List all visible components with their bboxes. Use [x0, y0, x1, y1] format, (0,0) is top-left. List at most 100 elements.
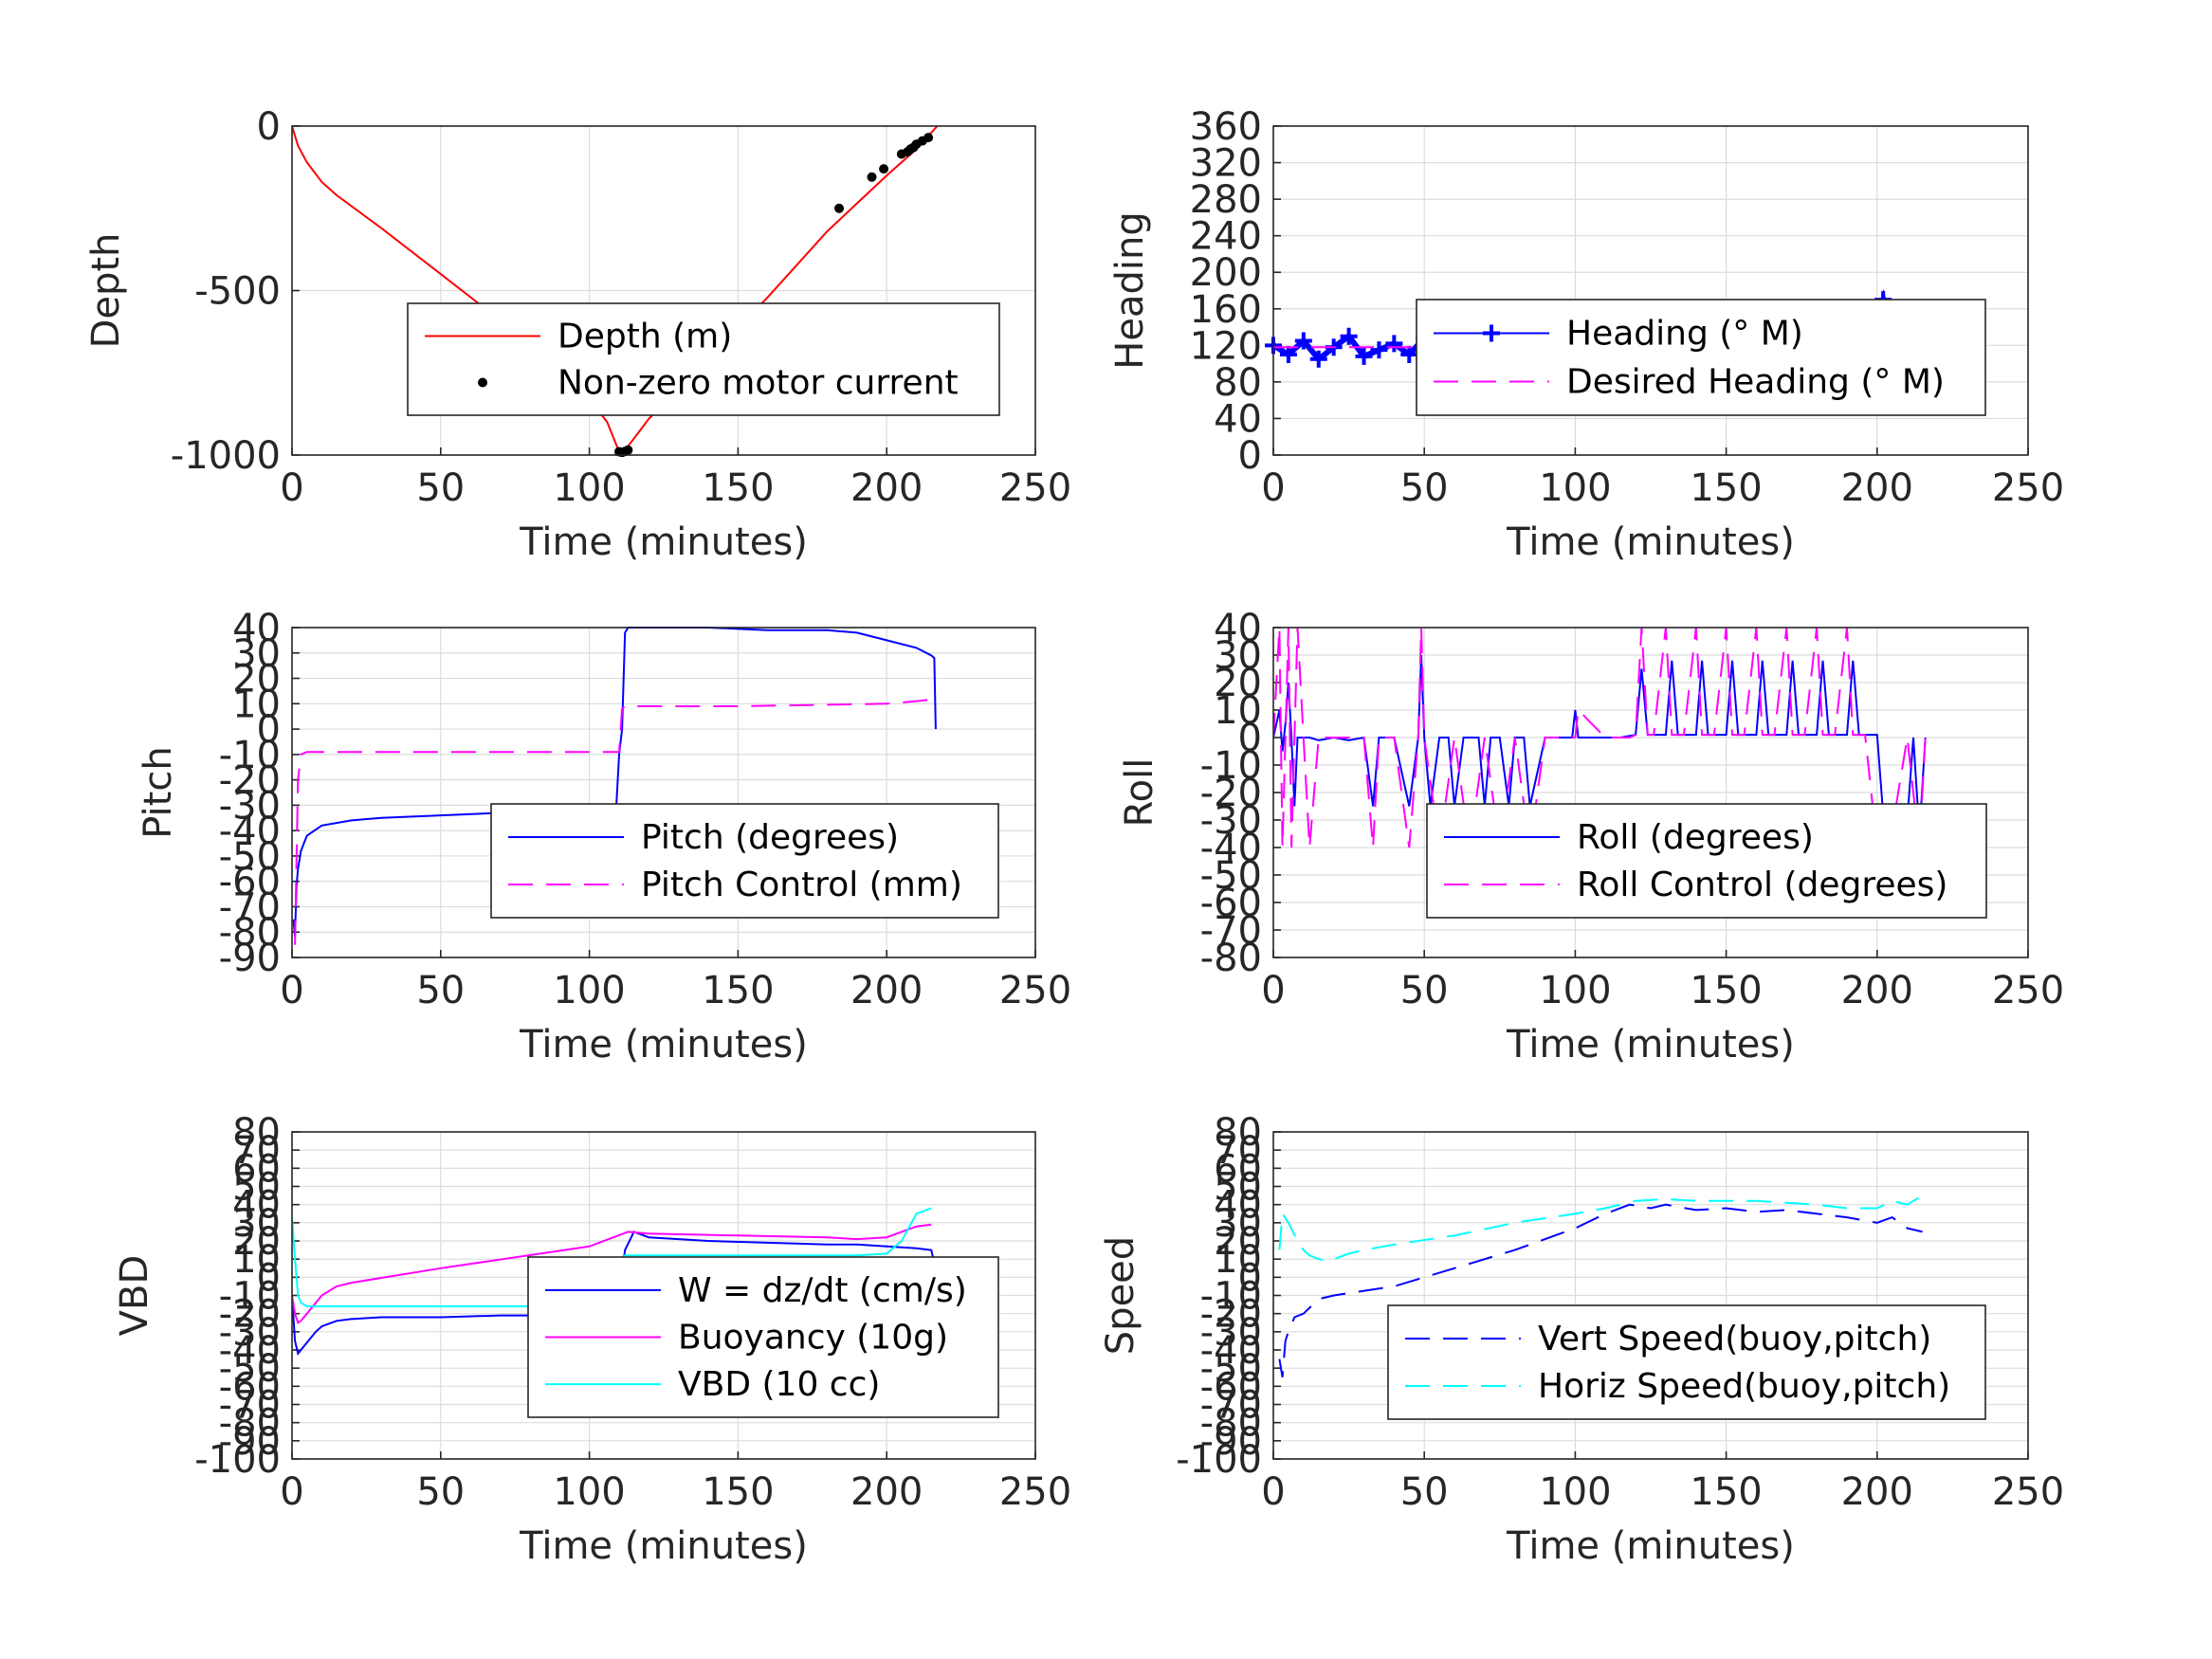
- vbd-y-tick-label: 50: [232, 1166, 281, 1210]
- depth-series-0: [292, 125, 939, 453]
- roll-x-tick-label: 0: [1261, 969, 1285, 1012]
- speed-x-tick-label: 150: [1690, 1470, 1762, 1514]
- roll-y-tick-label: 20: [1214, 662, 1262, 705]
- speed-legend-entry: Horiz Speed(buoy,pitch): [1538, 1367, 1950, 1406]
- vbd-legend-entry: VBD (10 cc): [678, 1365, 880, 1404]
- pitch-legend: Pitch (degrees) Pitch Control (mm): [490, 803, 999, 919]
- depth-data-point: [867, 172, 877, 182]
- roll-y-tick-label: -50: [1200, 854, 1262, 898]
- vbd-y-tick-label: 80: [232, 1111, 281, 1155]
- vbd-y-tick-label: -40: [219, 1329, 281, 1373]
- heading-y-tick-label: 40: [1214, 397, 1262, 441]
- speed-y-tick-label: -10: [1200, 1275, 1262, 1319]
- roll-x-axis-label: Time (minutes): [1506, 1023, 1795, 1066]
- heading-y-tick-label: 240: [1190, 215, 1262, 259]
- roll-y-tick-label: -80: [1200, 937, 1262, 980]
- roll-x-tick-label: 200: [1841, 969, 1913, 1012]
- vbd-x-tick-label: 200: [850, 1470, 923, 1514]
- pitch-y-tick-label: 20: [232, 658, 281, 702]
- speed-x-tick-label: 50: [1400, 1470, 1449, 1514]
- heading-legend-entry: Heading (° M): [1566, 315, 1803, 354]
- depth-series-1: [613, 133, 934, 457]
- speed-y-tick-label: 60: [1214, 1147, 1262, 1191]
- vbd-y-tick-label: 20: [232, 1220, 281, 1264]
- speed-y-tick-label: 30: [1214, 1202, 1262, 1246]
- roll-y-tick-label: -10: [1200, 744, 1262, 788]
- pitch-x-tick-label: 0: [280, 969, 303, 1012]
- roll-y-tick-label: -30: [1200, 799, 1262, 843]
- speed-y-tick-label: 70: [1214, 1129, 1262, 1173]
- heading-x-axis-label: Time (minutes): [1506, 520, 1795, 564]
- speed-y-tick-label: -80: [1200, 1402, 1262, 1446]
- depth-axes-box: [291, 125, 1036, 456]
- speed-y-tick-label: 10: [1214, 1238, 1262, 1282]
- heading-data-point: [1340, 327, 1358, 345]
- vbd-y-tick-label: 70: [232, 1129, 281, 1173]
- heading-x-tick-label: 250: [1992, 466, 2064, 510]
- roll-axes-box: [1272, 627, 2029, 958]
- vbd-legend: W = dz/dt (cm/s) Buoyancy (10g) VBD (10 cc…: [527, 1256, 999, 1418]
- roll-y-tick-label: -70: [1200, 909, 1262, 953]
- vbd-x-tick-label: 100: [553, 1470, 625, 1514]
- speed-y-tick-label: 80: [1214, 1111, 1262, 1155]
- depth-panel: 0 50 100 150 200 250 -1000 -500 0 Time (minutes) D…: [84, 105, 1071, 564]
- heading-y-tick-label: 320: [1190, 142, 1262, 186]
- depth-legend: Depth (m) Non-zero motor current: [407, 302, 1000, 416]
- pitch-y-tick-label: -90: [219, 937, 281, 980]
- pitch-x-tick-label: 200: [850, 969, 923, 1012]
- pitch-y-tick-label: -20: [219, 759, 281, 803]
- vbd-y-tick-label: -80: [219, 1402, 281, 1446]
- pitch-y-tick-label: 40: [232, 607, 281, 650]
- roll-legend-box: [1426, 803, 1987, 919]
- roll-x-tick-label: 50: [1400, 969, 1449, 1012]
- speed-series-0: [1278, 1203, 1923, 1377]
- heading-y-tick-label: 280: [1190, 178, 1262, 222]
- vbd-panel: 0 50 100 150 200 250-100-90-80-70-60-50-40-30…: [113, 1111, 1071, 1568]
- pitch-series-1: [294, 698, 941, 945]
- pitch-y-tick-label: -50: [219, 835, 281, 879]
- depth-y-tick-label: 0: [257, 105, 281, 149]
- pitch-y-axis-label: Pitch: [137, 746, 180, 838]
- pitch-y-tick-label: -70: [219, 885, 281, 929]
- roll-x-tick-label: 250: [1992, 969, 2064, 1012]
- heading-y-tick-label: 80: [1214, 361, 1262, 405]
- depth-x-axis-label: Time (minutes): [519, 520, 808, 564]
- speed-y-tick-label: 20: [1214, 1220, 1262, 1264]
- vbd-y-tick-label: -20: [219, 1293, 281, 1337]
- speed-y-tick-label: 50: [1214, 1166, 1262, 1210]
- pitch-axes-box: [291, 627, 1036, 958]
- pitch-series-0: [292, 627, 937, 938]
- roll-y-tick-label: -60: [1200, 882, 1262, 925]
- roll-legend: Roll (degrees) Roll Control (degrees): [1426, 803, 1987, 919]
- heading-data-point: [1355, 347, 1373, 365]
- heading-axes-box: [1272, 125, 2029, 456]
- pitch-panel: 0 50 100 150 200 250-90-80-70-60-50-40-30-20-…: [137, 607, 1071, 1066]
- vbd-legend-entry: Buoyancy (10g): [678, 1319, 948, 1358]
- pitch-x-tick-label: 100: [553, 969, 625, 1012]
- speed-y-tick-label: 0: [1238, 1256, 1262, 1300]
- pitch-y-tick-label: 0: [257, 708, 281, 752]
- vbd-series-1: [292, 1223, 932, 1324]
- heading-y-tick-label: 360: [1190, 105, 1262, 149]
- roll-y-tick-label: 40: [1214, 607, 1262, 650]
- roll-panel: 0 50 100 150 200 250-80-70-60-50-40-30-20-100…: [1118, 607, 2064, 1066]
- depth-y-axis-label: Depth: [84, 233, 128, 349]
- depth-legend-swatch: [478, 377, 487, 388]
- heading-legend: Heading (° M) Desired Heading (° M): [1416, 299, 1986, 416]
- heading-data-point: [1370, 341, 1388, 359]
- speed-x-tick-label: 200: [1841, 1470, 1913, 1514]
- pitch-x-axis-label: Time (minutes): [519, 1023, 808, 1066]
- heading-x-tick-label: 150: [1690, 466, 1762, 510]
- heading-x-tick-label: 50: [1400, 466, 1449, 510]
- heading-y-tick-label: 200: [1190, 251, 1262, 295]
- vbd-x-tick-label: 50: [416, 1470, 465, 1514]
- depth-y-tick-label: -1000: [171, 434, 281, 478]
- vbd-legend-entry: W = dz/dt (cm/s): [678, 1271, 967, 1310]
- vbd-y-tick-label: -30: [219, 1311, 281, 1355]
- speed-y-tick-label: -30: [1200, 1311, 1262, 1355]
- roll-y-axis-label: Roll: [1118, 758, 1161, 828]
- heading-data-point: [1400, 345, 1418, 363]
- speed-panel: 0 50 100 150 200 250-100-90-80-70-60-50-40-30…: [1099, 1111, 2064, 1568]
- roll-series-1: [1273, 627, 1927, 848]
- speed-y-tick-label: 40: [1214, 1184, 1262, 1228]
